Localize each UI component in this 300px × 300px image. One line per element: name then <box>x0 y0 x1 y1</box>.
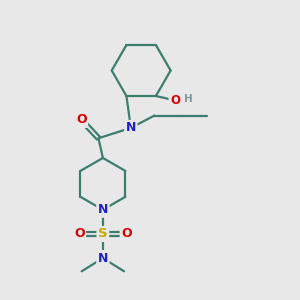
Text: O: O <box>76 113 87 127</box>
Text: N: N <box>98 203 108 216</box>
Text: O: O <box>74 227 85 240</box>
Text: N: N <box>126 122 136 134</box>
Text: N: N <box>98 252 108 265</box>
Text: O: O <box>121 227 132 240</box>
Text: S: S <box>98 227 108 240</box>
Text: O: O <box>170 94 180 107</box>
Text: H: H <box>184 94 193 104</box>
